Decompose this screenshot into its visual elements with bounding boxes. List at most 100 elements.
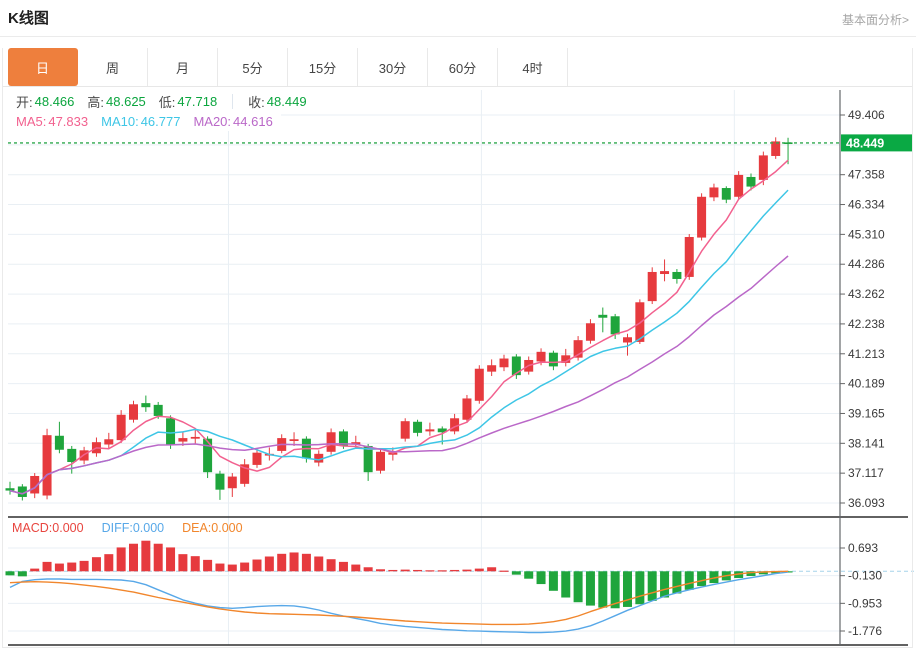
ohlc-legend: 开: 48.466 高: 48.625 低: 47.718 收: 48.449	[8, 90, 315, 113]
candle	[623, 337, 632, 343]
macd-readout: MACD: 0.000	[12, 521, 84, 535]
low-readout: 低: 47.718	[158, 94, 218, 110]
macd-axis-label: -0.953	[848, 596, 882, 610]
high-readout: 高: 48.625	[87, 94, 146, 110]
candle	[215, 473, 225, 490]
macd-bar	[5, 571, 15, 576]
macd-bar	[91, 557, 101, 572]
candle	[487, 365, 497, 372]
macd-bar	[141, 540, 151, 572]
y-axis-label: 41.213	[848, 347, 885, 361]
tab-15min[interactable]: 15分	[288, 48, 358, 86]
tab-week[interactable]: 周	[78, 48, 148, 86]
ma20-readout: MA20: 44.616	[193, 114, 273, 129]
ma20-line	[9, 255, 789, 495]
y-axis-label: 37.117	[848, 466, 884, 480]
y-axis-label: 42.238	[848, 317, 885, 331]
macd-bar	[215, 563, 225, 572]
candle	[141, 403, 151, 408]
tab-day[interactable]: 日	[8, 48, 78, 86]
y-axis-label: 43.262	[848, 287, 885, 301]
macd-bar	[166, 547, 176, 572]
macd-legend: MACD: 0.000 DIFF: 0.000 DEA: 0.000	[12, 521, 243, 535]
candle	[758, 155, 768, 180]
candle	[54, 435, 64, 450]
candle	[104, 439, 114, 445]
macd-bar	[153, 543, 163, 572]
candle	[166, 418, 176, 445]
macd-bar	[598, 571, 608, 608]
macd-bar	[623, 571, 632, 607]
kline-candles[interactable]	[5, 137, 793, 501]
macd-bar	[42, 561, 52, 572]
macd-bar	[672, 571, 682, 594]
macd-axis-label: 0.693	[848, 541, 878, 555]
y-axis-label: 49.406	[848, 108, 885, 122]
macd-bar	[17, 571, 27, 577]
candle	[746, 176, 756, 187]
tab-month[interactable]: 月	[148, 48, 218, 86]
macd-bar	[289, 552, 299, 572]
macd-bar	[314, 556, 324, 572]
macd-bar	[647, 571, 657, 601]
macd-bar	[203, 559, 213, 572]
candle	[400, 421, 410, 439]
candle	[647, 271, 657, 302]
macd-bar	[746, 571, 756, 577]
candle	[462, 398, 472, 420]
candle	[573, 340, 583, 358]
macd-bar	[326, 559, 336, 572]
candle	[5, 488, 15, 491]
gridlines	[8, 90, 840, 645]
macd-bar	[585, 571, 595, 606]
macd-bar	[499, 570, 509, 572]
candle	[585, 323, 595, 341]
tab-60min[interactable]: 60分	[428, 48, 498, 86]
candle	[326, 432, 336, 452]
macd-bar	[388, 569, 398, 572]
macd-bar	[30, 568, 40, 572]
macd-axis-label: -1.776	[848, 624, 882, 638]
macd-bar	[116, 547, 126, 572]
tab-30min[interactable]: 30分	[358, 48, 428, 86]
candle	[709, 187, 719, 198]
macd-bar	[709, 571, 719, 584]
tab-5min[interactable]: 5分	[218, 48, 288, 86]
close-readout: 收: 48.449	[248, 94, 307, 110]
candle	[610, 316, 620, 335]
macd-bar	[462, 569, 472, 572]
macd-bar	[684, 571, 694, 590]
macd-axis-label: -0.130	[848, 569, 882, 583]
fundamental-analysis-link[interactable]: 基本面分析>	[841, 13, 909, 27]
page-title: K线图	[8, 10, 49, 27]
candle	[129, 404, 138, 420]
macd-bar	[240, 562, 250, 572]
macd-bar	[227, 564, 237, 572]
y-axis-label: 47.358	[848, 168, 885, 182]
macd-bar	[474, 568, 484, 572]
macd-bar	[536, 571, 546, 585]
macd-bar	[67, 562, 77, 572]
macd-bar	[548, 571, 558, 591]
candle	[338, 431, 348, 446]
y-axis-label: 46.334	[848, 198, 885, 212]
macd-bar	[524, 571, 534, 579]
macd-bar	[635, 571, 645, 605]
candle	[203, 438, 213, 473]
macd-bar	[264, 556, 274, 572]
y-axis-label: 45.310	[848, 227, 885, 241]
candle	[561, 355, 571, 363]
ma10-line	[9, 189, 789, 495]
last-price-badge-text: 48.449	[846, 136, 884, 150]
macd-bar	[54, 563, 64, 572]
y-axis-label: 40.189	[848, 377, 885, 391]
dea-readout: DEA: 0.000	[182, 521, 243, 535]
tab-4hour[interactable]: 4时	[498, 48, 568, 86]
macd-bar	[758, 571, 768, 575]
candle	[190, 436, 200, 439]
ma5-readout: MA5: 47.833	[16, 114, 89, 129]
macd-bar	[660, 571, 670, 598]
macd-bar	[487, 567, 497, 572]
